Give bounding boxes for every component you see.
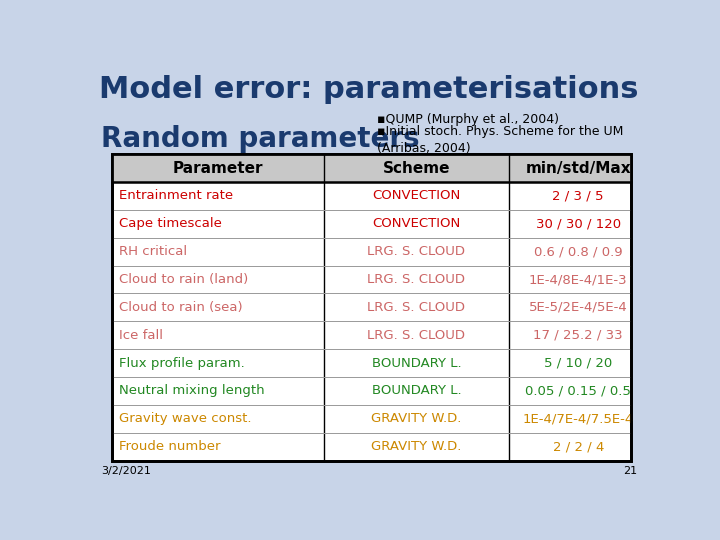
- Text: 21: 21: [623, 467, 637, 476]
- Text: RH critical: RH critical: [119, 245, 187, 258]
- Text: GRAVITY W.D.: GRAVITY W.D.: [372, 440, 462, 453]
- Text: 30 / 30 / 120: 30 / 30 / 120: [536, 217, 621, 231]
- Text: 3/2/2021: 3/2/2021: [101, 467, 151, 476]
- Text: ▪QUMP (Murphy et al., 2004): ▪QUMP (Murphy et al., 2004): [377, 113, 559, 126]
- Text: Cloud to rain (land): Cloud to rain (land): [119, 273, 248, 286]
- Text: 5 / 10 / 20: 5 / 10 / 20: [544, 356, 613, 370]
- Text: Ice fall: Ice fall: [119, 329, 163, 342]
- Text: 1E-4/8E-4/1E-3: 1E-4/8E-4/1E-3: [529, 273, 628, 286]
- Text: ▪Initial stoch. Phys. Scheme for the UM
(Arribas, 2004): ▪Initial stoch. Phys. Scheme for the UM …: [377, 125, 624, 155]
- Text: 17 / 25.2 / 33: 17 / 25.2 / 33: [534, 329, 623, 342]
- Text: Model error: parameterisations: Model error: parameterisations: [99, 75, 639, 104]
- Text: BOUNDARY L.: BOUNDARY L.: [372, 356, 462, 370]
- Text: Cape timescale: Cape timescale: [119, 217, 222, 231]
- FancyBboxPatch shape: [112, 154, 631, 182]
- Text: min/std/Max: min/std/Max: [526, 160, 631, 176]
- Text: Froude number: Froude number: [119, 440, 220, 453]
- Text: LRG. S. CLOUD: LRG. S. CLOUD: [367, 329, 465, 342]
- Text: Cloud to rain (sea): Cloud to rain (sea): [119, 301, 243, 314]
- Text: 1E-4/7E-4/7.5E-4: 1E-4/7E-4/7.5E-4: [523, 413, 634, 426]
- FancyBboxPatch shape: [112, 154, 631, 461]
- Text: CONVECTION: CONVECTION: [372, 217, 461, 231]
- Text: Entrainment rate: Entrainment rate: [119, 190, 233, 202]
- Text: LRG. S. CLOUD: LRG. S. CLOUD: [367, 245, 465, 258]
- Text: Random parameters: Random parameters: [101, 125, 420, 153]
- Text: BOUNDARY L.: BOUNDARY L.: [372, 384, 462, 397]
- Text: Flux profile param.: Flux profile param.: [119, 356, 245, 370]
- Text: Scheme: Scheme: [383, 160, 450, 176]
- Text: Neutral mixing length: Neutral mixing length: [119, 384, 265, 397]
- Text: LRG. S. CLOUD: LRG. S. CLOUD: [367, 273, 465, 286]
- Text: LRG. S. CLOUD: LRG. S. CLOUD: [367, 301, 465, 314]
- Text: 5E-5/2E-4/5E-4: 5E-5/2E-4/5E-4: [529, 301, 628, 314]
- Text: 2 / 2 / 4: 2 / 2 / 4: [552, 440, 604, 453]
- Text: GRAVITY W.D.: GRAVITY W.D.: [372, 413, 462, 426]
- Text: CONVECTION: CONVECTION: [372, 190, 461, 202]
- Text: Parameter: Parameter: [173, 160, 264, 176]
- Text: Gravity wave const.: Gravity wave const.: [119, 413, 251, 426]
- Text: 0.6 / 0.8 / 0.9: 0.6 / 0.8 / 0.9: [534, 245, 623, 258]
- Text: 2 / 3 / 5: 2 / 3 / 5: [552, 190, 604, 202]
- Text: 0.05 / 0.15 / 0.5: 0.05 / 0.15 / 0.5: [526, 384, 631, 397]
